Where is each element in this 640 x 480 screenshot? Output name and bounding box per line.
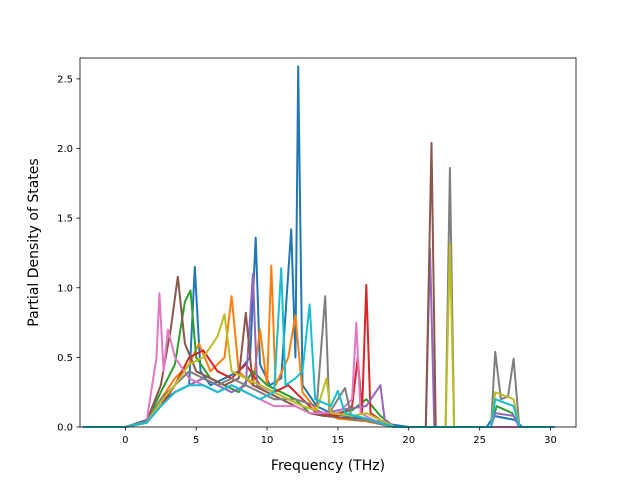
y-tick-label: 1.5 [57, 214, 73, 225]
y-tick-label: 1.0 [57, 283, 73, 294]
y-tick-label: 0.5 [57, 353, 73, 364]
x-tick-label: 30 [544, 435, 557, 446]
x-tick-label: 15 [332, 435, 345, 446]
x-tick-label: 10 [261, 435, 274, 446]
axis-ticks: 0 5 10 15 20 25 30 0.0 0.5 1.0 1.5 2.0 2.5 [57, 74, 557, 446]
y-axis-label: Partial Density of States [26, 158, 42, 326]
pdos-series-8 [82, 167, 555, 428]
pdos-series-2 [82, 264, 555, 428]
x-tick-label: 25 [473, 435, 486, 446]
x-tick-label: 5 [193, 435, 199, 446]
y-tick-label: 2.0 [57, 144, 73, 155]
x-tick-label: 0 [122, 435, 128, 446]
x-axis-label: Frequency (THz) [271, 458, 385, 474]
y-tick-label: 2.5 [57, 74, 73, 85]
y-tick-label: 0.0 [57, 423, 73, 434]
x-tick-label: 20 [402, 435, 415, 446]
axes-frame [79, 57, 577, 428]
